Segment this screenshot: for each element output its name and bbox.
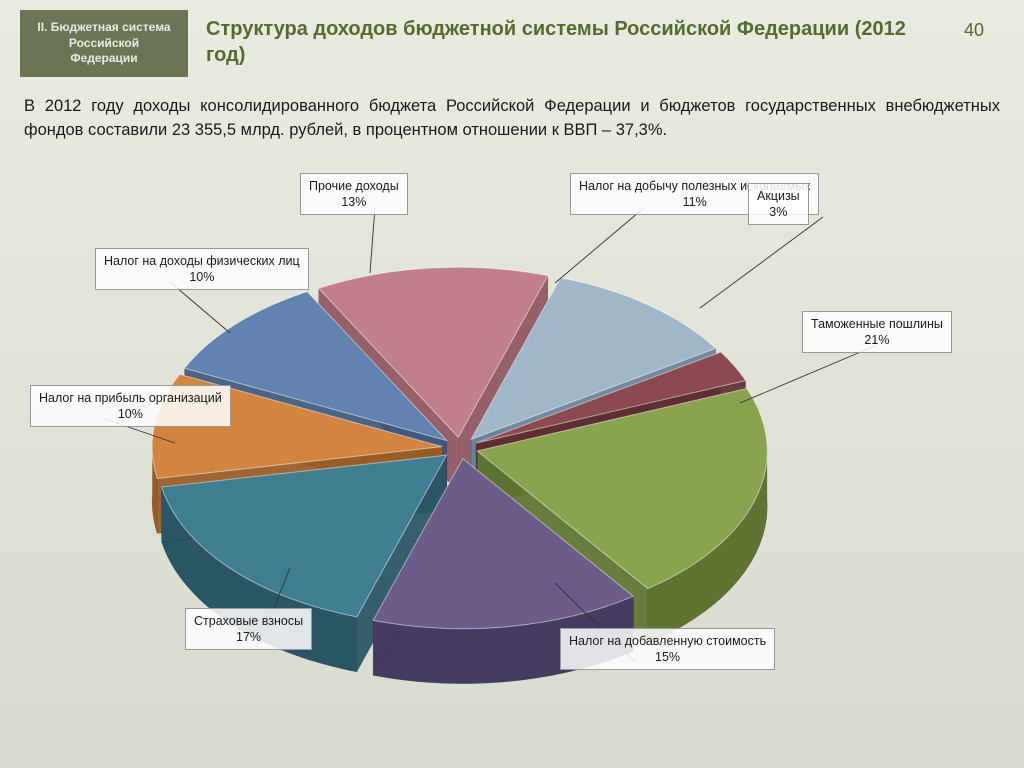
slice-label-text: Таможенные пошлины <box>811 317 943 331</box>
slice-label-text: Налог на доходы физических лиц <box>104 254 300 268</box>
slice-label-text: Прочие доходы <box>309 179 399 193</box>
slice-label-pct: 17% <box>194 629 303 645</box>
slice-label-pct: 10% <box>104 269 300 285</box>
pie-chart: Налог на добычу полезных ископаемых11%Ак… <box>0 153 1024 713</box>
description-text: В 2012 году доходы консолидированного бю… <box>24 95 1000 143</box>
pie-slice-label: Налог на прибыль организаций10% <box>30 385 231 428</box>
slice-label-pct: 15% <box>569 649 766 665</box>
page-number: 40 <box>964 10 1004 41</box>
slice-label-pct: 10% <box>39 406 222 422</box>
slice-label-pct: 13% <box>309 194 399 210</box>
section-tag: II. Бюджетная система Российской Федерац… <box>20 10 188 77</box>
pie-slice-label: Налог на доходы физических лиц10% <box>95 248 309 291</box>
pie-slice-label: Прочие доходы13% <box>300 173 408 216</box>
slice-label-text: Налог на добавленную стоимость <box>569 634 766 648</box>
slice-label-text: Налог на прибыль организаций <box>39 391 222 405</box>
slice-label-text: Акцизы <box>757 189 800 203</box>
slice-label-pct: 21% <box>811 332 943 348</box>
page-title: Структура доходов бюджетной системы Росс… <box>188 10 964 68</box>
slice-label-text: Страховые взносы <box>194 614 303 628</box>
pie-slice-label: Страховые взносы17% <box>185 608 312 651</box>
pie-slice-label: Таможенные пошлины21% <box>802 311 952 354</box>
slice-label-pct: 3% <box>757 204 800 220</box>
pie-slice-label: Акцизы3% <box>748 183 809 226</box>
pie-slice-label: Налог на добавленную стоимость15% <box>560 628 775 671</box>
